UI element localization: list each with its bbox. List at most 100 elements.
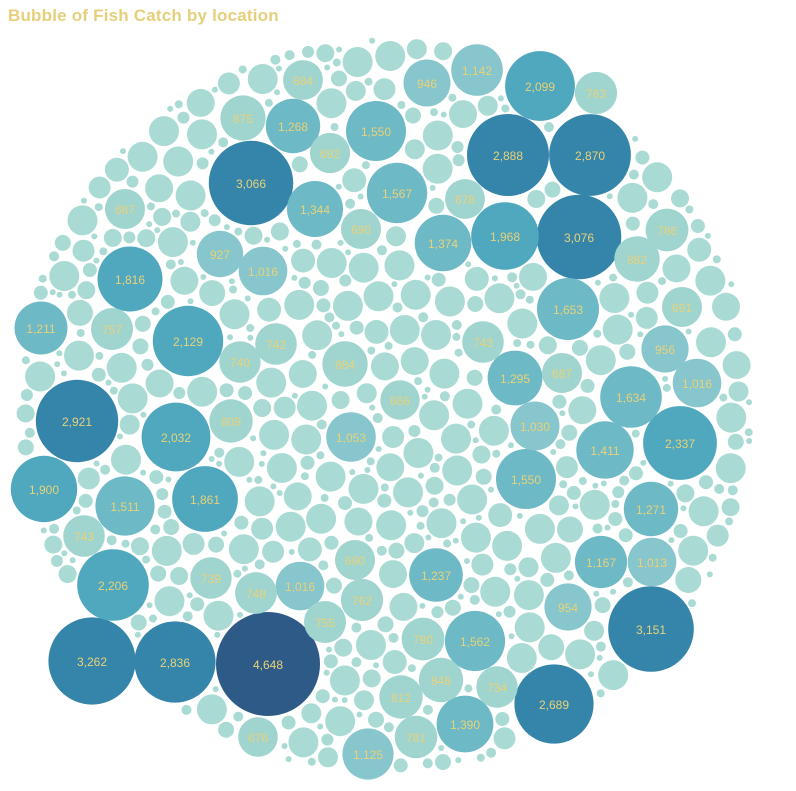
bubble-small [218, 137, 229, 148]
bubble-small [229, 285, 238, 294]
bubble[interactable] [608, 586, 694, 672]
bubble[interactable] [283, 60, 323, 100]
bubble[interactable] [505, 51, 575, 121]
bubble[interactable] [48, 617, 136, 705]
bubble[interactable] [414, 214, 472, 272]
bubble-small [419, 602, 426, 609]
bubble[interactable] [95, 476, 155, 536]
bubble-small [636, 281, 659, 304]
bubble-small [712, 292, 740, 321]
bubble[interactable] [379, 675, 423, 719]
bubble[interactable] [141, 402, 211, 472]
bubble[interactable] [342, 728, 394, 780]
bubble[interactable] [445, 179, 485, 219]
bubble[interactable] [514, 664, 594, 744]
bubble[interactable] [623, 481, 679, 537]
bubble-small [585, 345, 616, 376]
bubble[interactable] [255, 323, 297, 365]
bubble[interactable] [190, 557, 232, 599]
bubble[interactable] [10, 455, 78, 523]
bubble[interactable] [220, 95, 266, 141]
bubble[interactable] [576, 421, 634, 479]
bubble[interactable] [645, 208, 689, 252]
bubble-small [326, 646, 332, 653]
bubble-label: 2,836 [160, 656, 190, 670]
bubble[interactable] [444, 610, 506, 672]
bubble[interactable] [467, 114, 549, 196]
bubble[interactable] [91, 308, 133, 350]
bubble[interactable] [105, 189, 145, 229]
bubble[interactable] [35, 379, 119, 463]
bubble[interactable] [14, 301, 68, 355]
bubble[interactable] [549, 114, 631, 196]
bubble[interactable] [152, 305, 224, 377]
bubble[interactable] [287, 181, 343, 237]
bubble-small [429, 462, 440, 473]
bubble[interactable] [77, 549, 149, 621]
bubble-small [264, 236, 271, 243]
bubble[interactable] [641, 325, 689, 373]
bubble[interactable] [235, 572, 277, 614]
bubble-small [519, 262, 547, 291]
bubble[interactable] [394, 715, 438, 759]
bubble[interactable] [574, 71, 618, 115]
bubble[interactable] [451, 44, 503, 96]
bubble[interactable] [542, 353, 582, 393]
bubble[interactable] [476, 666, 518, 708]
bubble[interactable] [238, 246, 288, 296]
bubble[interactable] [340, 578, 384, 622]
bubble-small [457, 484, 488, 515]
bubble[interactable] [309, 132, 351, 174]
bubble[interactable] [219, 341, 261, 383]
bubble-small [508, 633, 515, 640]
bubble-small [513, 339, 522, 348]
bubble-small [150, 565, 167, 582]
bubble[interactable] [471, 202, 539, 270]
bubble[interactable] [537, 278, 599, 340]
bubble-small [369, 404, 376, 411]
bubble[interactable] [409, 548, 463, 602]
bubble[interactable] [209, 399, 253, 443]
bubble[interactable] [196, 230, 244, 278]
bubble[interactable] [627, 537, 677, 587]
bubble-small [149, 470, 164, 485]
bubble[interactable] [401, 617, 445, 661]
bubble-small [103, 228, 122, 247]
bubble-label: 690 [345, 554, 365, 568]
bubble[interactable] [496, 449, 556, 509]
bubble-small [247, 334, 254, 341]
bubble[interactable] [275, 561, 325, 611]
bubble[interactable] [418, 657, 464, 703]
bubble[interactable] [672, 358, 722, 408]
bubble[interactable] [536, 194, 622, 280]
bubble[interactable] [172, 466, 238, 532]
bubble[interactable] [544, 583, 592, 631]
bubble[interactable] [346, 101, 406, 161]
bubble[interactable] [436, 695, 494, 753]
bubble[interactable] [216, 612, 320, 716]
bubble-small [363, 281, 394, 312]
bubble-small [253, 399, 272, 417]
bubble[interactable] [341, 209, 381, 249]
bubble[interactable] [462, 321, 504, 363]
bubble[interactable] [63, 515, 105, 557]
bubble[interactable] [322, 341, 368, 387]
bubble[interactable] [574, 535, 628, 589]
bubble[interactable] [265, 98, 321, 154]
bubble[interactable] [403, 59, 451, 107]
bubble[interactable] [97, 246, 163, 312]
bubble[interactable] [134, 621, 216, 703]
bubble[interactable] [238, 717, 278, 757]
bubble[interactable] [380, 380, 420, 420]
bubble[interactable] [510, 401, 560, 451]
bubble[interactable] [366, 162, 428, 224]
bubble[interactable] [208, 140, 294, 226]
bubble[interactable] [662, 287, 702, 327]
bubble[interactable] [600, 366, 662, 428]
bubble[interactable] [304, 601, 346, 643]
bubble[interactable] [487, 350, 543, 406]
bubble[interactable] [326, 412, 376, 462]
bubble[interactable] [614, 236, 660, 282]
bubble[interactable] [335, 540, 375, 580]
bubble[interactable] [643, 406, 717, 480]
